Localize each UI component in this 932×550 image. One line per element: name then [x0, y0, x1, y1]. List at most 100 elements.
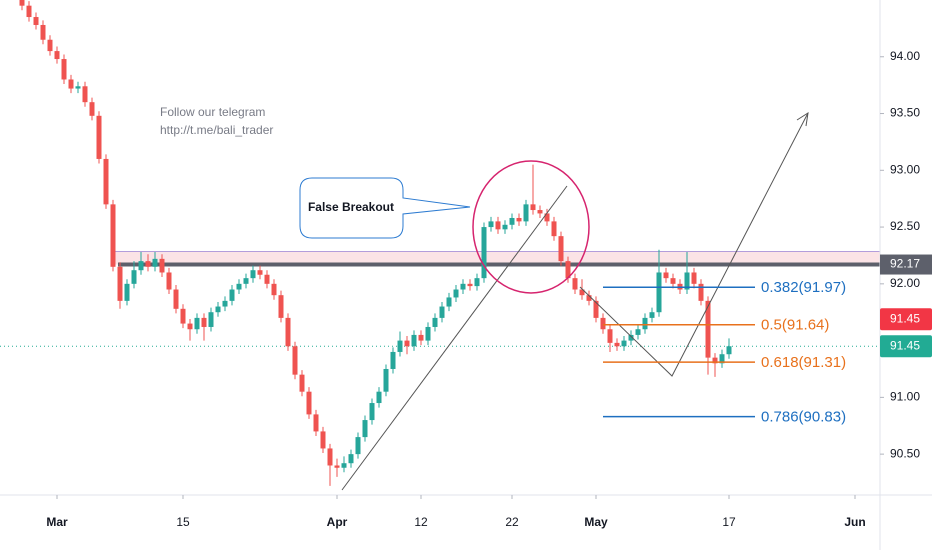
y-tick-label: 92.00 [890, 276, 920, 290]
candle-body [271, 283, 277, 296]
candle-body [313, 414, 319, 432]
candle-body [411, 334, 417, 347]
candle-body [495, 221, 501, 230]
candle-body [264, 274, 270, 284]
candle-body [47, 39, 53, 52]
resistance-zone [115, 251, 880, 265]
candle-body [460, 283, 466, 290]
candle-body [474, 278, 480, 287]
candle-body [173, 289, 179, 309]
candle-body [145, 261, 151, 267]
candle-body [166, 272, 172, 290]
projection-path [579, 112, 809, 377]
x-tick-label: Apr [327, 515, 348, 529]
candle-body [54, 51, 60, 60]
candle-body [187, 323, 193, 330]
price-tag-label: 91.45 [890, 338, 920, 352]
candle-body [558, 236, 564, 262]
candle-body [355, 437, 361, 455]
annotation: http://t.me/bali_trader [160, 123, 273, 137]
candle-body [75, 86, 81, 89]
candle-body [299, 374, 305, 392]
candle-body [334, 465, 340, 468]
candle-body [593, 300, 599, 318]
candle-body [663, 272, 669, 279]
candle-body [502, 224, 508, 230]
candle-body [467, 283, 473, 287]
candle-body [362, 420, 368, 438]
candle-body [292, 346, 298, 375]
arrow-head [796, 111, 809, 127]
candle-body [726, 346, 732, 355]
x-tick-label: 15 [176, 515, 190, 529]
candle-body [327, 448, 333, 466]
candle-body [103, 158, 109, 205]
candle-body [642, 317, 648, 330]
price-tag [880, 308, 932, 331]
candle-body [425, 326, 431, 341]
fib-label: 0.618(91.31) [761, 354, 846, 371]
candle-body [607, 329, 613, 343]
y-tick-label: 94.00 [890, 49, 920, 63]
candle-body [537, 210, 543, 214]
candle-body [523, 204, 529, 222]
x-tick-label: Mar [46, 515, 68, 529]
y-tick-label: 92.50 [890, 219, 920, 233]
candle-body [61, 59, 67, 80]
candle-body [194, 317, 200, 330]
candle-body [257, 270, 263, 275]
candle-body [670, 278, 676, 284]
candle-body [215, 306, 221, 313]
candle-body [243, 278, 249, 284]
y-tick-label: 91.00 [890, 390, 920, 404]
candle-body [222, 300, 228, 307]
candle-body [628, 334, 634, 341]
candle-body [369, 403, 375, 421]
candle-body [698, 283, 704, 301]
price-tag-label: 91.45 [890, 311, 920, 325]
candle-body [201, 317, 207, 327]
candle-body [635, 329, 641, 335]
candle-body [530, 204, 536, 211]
candle-body [390, 351, 396, 369]
candle-body [152, 258, 158, 267]
candle-body [278, 295, 284, 318]
candle-body [516, 217, 522, 222]
candle-body [250, 270, 256, 279]
candle-body [40, 24, 46, 40]
candle-body [82, 86, 88, 103]
resistance-tag-label: 92.17 [890, 257, 920, 271]
candle-body [33, 17, 39, 25]
candle-body [621, 340, 627, 347]
candle-body [600, 317, 606, 330]
candle-body [544, 213, 550, 222]
callout [299, 177, 471, 239]
candle-body [439, 306, 445, 318]
candle-body [383, 368, 389, 392]
candle-body [649, 312, 655, 318]
highlight-ellipse [472, 160, 590, 294]
candle-body [236, 283, 242, 290]
candle-body [306, 391, 312, 415]
candle-body [453, 289, 459, 298]
trend-line [341, 185, 568, 491]
candle-body [96, 115, 102, 159]
candle-body [418, 334, 424, 341]
resistance-tag [880, 254, 932, 275]
candle-body [26, 5, 32, 18]
drawings: False Breakout Follow our telegram http:… [160, 105, 846, 491]
price-tag [880, 335, 932, 358]
candle-body [691, 272, 697, 284]
candle-body [320, 431, 326, 449]
candle-body [579, 289, 585, 296]
candle-body [89, 102, 95, 116]
fib-label: 0.786(90.83) [761, 409, 846, 426]
candle-body [117, 266, 123, 301]
candle-body [684, 272, 690, 290]
candle-body [285, 317, 291, 347]
candle-body [656, 272, 662, 313]
x-tick-label: Jun [844, 515, 865, 529]
y-tick-label: 93.00 [890, 162, 920, 176]
